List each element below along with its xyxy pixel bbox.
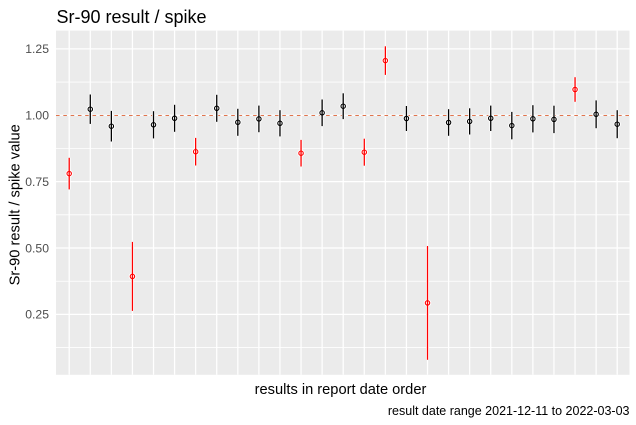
svg-text:0.50: 0.50	[25, 241, 49, 255]
svg-text:Sr-90 result / spike: Sr-90 result / spike	[57, 7, 207, 27]
svg-text:0.25: 0.25	[25, 308, 49, 322]
svg-text:result date range 2021-12-11 t: result date range 2021-12-11 to 2022-03-…	[388, 404, 630, 418]
svg-text:results in report date order: results in report date order	[255, 382, 427, 398]
svg-text:1.00: 1.00	[25, 109, 49, 123]
svg-text:Sr-90 result / spike value: Sr-90 result / spike value	[7, 124, 23, 285]
svg-text:1.25: 1.25	[25, 42, 49, 56]
svg-text:0.75: 0.75	[25, 175, 49, 189]
